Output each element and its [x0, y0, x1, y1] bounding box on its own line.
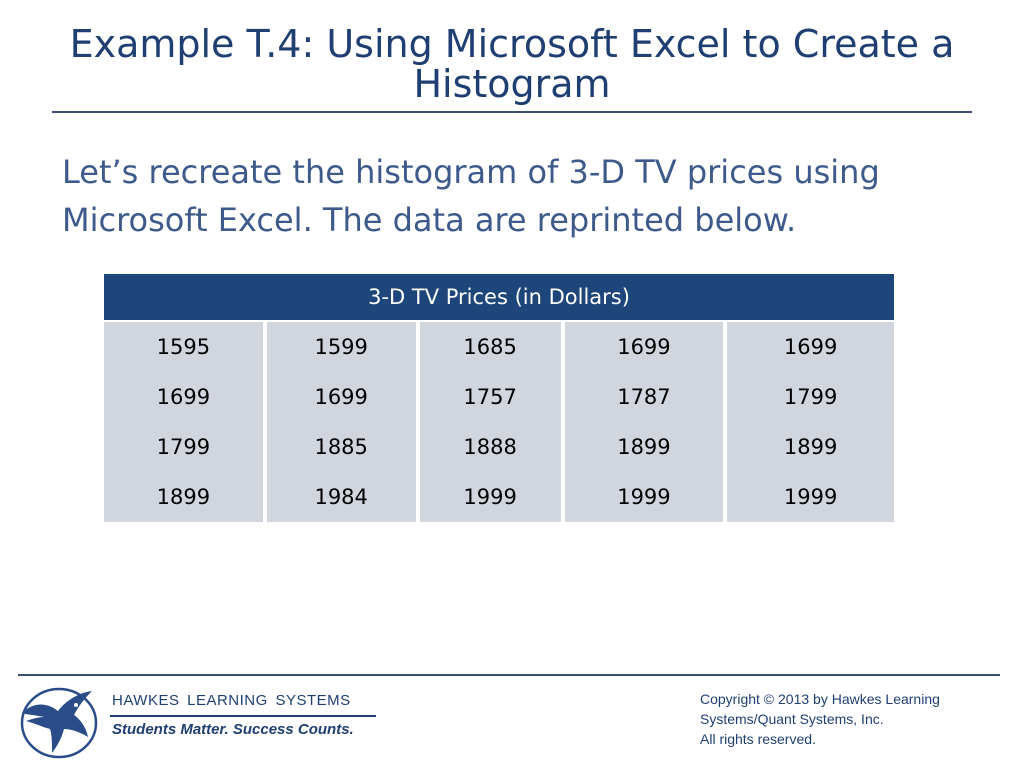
slide-body-text: Let’s recreate the histogram of 3-D TV p…	[62, 148, 962, 244]
prices-table-header: 3-D TV Prices (in Dollars)	[102, 272, 896, 322]
table-cell: 1699	[264, 372, 418, 422]
brand-underline	[110, 715, 376, 717]
table-cell: 1799	[725, 372, 896, 422]
footer-divider	[18, 674, 1000, 676]
copyright-line2: Systems/Quant Systems, Inc.	[700, 711, 884, 727]
copyright-notice: Copyright © 2013 by Hawkes Learning Syst…	[700, 689, 1010, 749]
brand-name: HAWKES LEARNING SYSTEMS	[112, 692, 351, 709]
table-cell: 1899	[725, 422, 896, 472]
table-cell: 1699	[562, 322, 726, 372]
slide-title-line1: Example T.4: Using Microsoft Excel to Cr…	[69, 22, 955, 66]
table-cell: 1885	[264, 422, 418, 472]
table-row: 1595 1599 1685 1699 1699	[102, 322, 896, 372]
table-cell: 1999	[417, 472, 563, 524]
table-cell: 1899	[102, 472, 265, 524]
table-cell: 1888	[417, 422, 563, 472]
table-cell: 1699	[102, 372, 265, 422]
copyright-line1: Copyright © 2013 by Hawkes Learning	[700, 691, 940, 707]
table-row: 1799 1885 1888 1899 1899	[102, 422, 896, 472]
brand-tagline: Students Matter. Success Counts.	[112, 721, 354, 738]
slide-title: Example T.4: Using Microsoft Excel to Cr…	[40, 24, 984, 104]
eagle-logo-icon	[18, 683, 100, 761]
body-line2: Microsoft Excel. The data are reprinted …	[62, 201, 797, 239]
table-cell: 1685	[417, 322, 563, 372]
table-cell: 1984	[264, 472, 418, 524]
prices-table: 3-D TV Prices (in Dollars) 1595 1599 168…	[102, 272, 896, 524]
title-divider	[52, 111, 972, 113]
table-row: 1699 1699 1757 1787 1799	[102, 372, 896, 422]
table-cell: 1599	[264, 322, 418, 372]
table-cell: 1799	[102, 422, 265, 472]
copyright-line3: All rights reserved.	[700, 731, 816, 747]
table-cell: 1787	[562, 372, 726, 422]
table-cell: 1595	[102, 322, 265, 372]
table-cell: 1999	[725, 472, 896, 524]
body-line1: Let’s recreate the histogram of 3-D TV p…	[62, 153, 880, 191]
table-cell: 1699	[725, 322, 896, 372]
table-cell: 1757	[417, 372, 563, 422]
table-row: 1899 1984 1999 1999 1999	[102, 472, 896, 524]
table-cell: 1999	[562, 472, 726, 524]
slide-title-line2: Histogram	[413, 62, 611, 106]
table-cell: 1899	[562, 422, 726, 472]
